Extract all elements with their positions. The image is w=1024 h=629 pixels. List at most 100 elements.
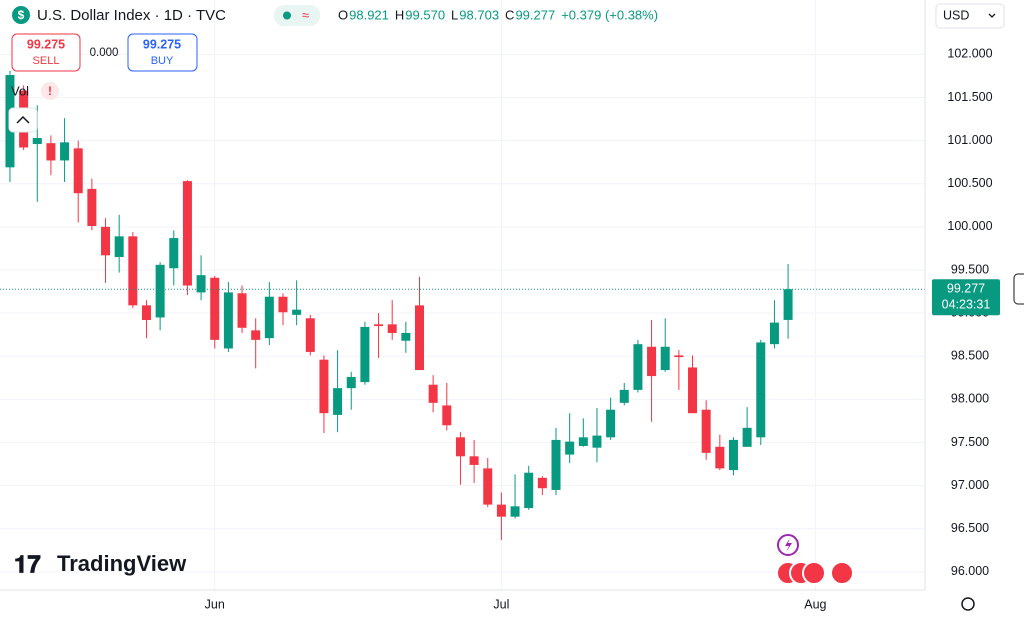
quote-value: 98.703 [459, 7, 499, 22]
candle-body [715, 446, 725, 469]
quote-key: C [505, 7, 514, 22]
countdown: 04:23:31 [942, 298, 991, 312]
symbol-icon[interactable] [12, 6, 30, 24]
candle-body [237, 293, 247, 328]
y-tick-label: 97.000 [951, 478, 989, 492]
sell-button[interactable] [11, 33, 81, 72]
candle-body [578, 437, 588, 446]
candle-body [756, 342, 766, 438]
candle-body [169, 238, 179, 269]
y-tick-label: 100.000 [947, 219, 992, 233]
candle-body [688, 367, 698, 414]
candle-body [182, 181, 192, 286]
symbol-icon-glyph: $ [18, 8, 25, 22]
candle-body [742, 427, 752, 447]
candle-body [769, 322, 779, 345]
candle-body [551, 439, 561, 490]
side-handle[interactable] [1013, 273, 1024, 305]
candle-body [524, 472, 534, 509]
candle-body [305, 318, 315, 352]
candle-body [674, 355, 684, 358]
y-tick-label: 97.500 [951, 435, 989, 449]
sell-price: 99.275 [27, 37, 65, 51]
y-tick-label: 98.000 [951, 392, 989, 406]
spread: 0.000 [90, 47, 119, 59]
y-tick-label: 101.500 [947, 90, 992, 104]
candle-body [428, 384, 438, 403]
candle-body [210, 277, 220, 340]
buy-button[interactable] [127, 33, 198, 72]
candle-body [606, 409, 616, 438]
currency: USD [943, 8, 969, 22]
logo-mark: 𝟏𝟕 [14, 551, 41, 578]
candle-body [46, 143, 56, 161]
collapse-icon [16, 115, 30, 124]
candle-body [141, 305, 151, 321]
candle-body [223, 292, 233, 349]
candle-body [155, 264, 165, 318]
candle-body [783, 289, 793, 320]
quote-key: L [451, 7, 458, 22]
quote-value: +0.379 (+0.38%) [561, 7, 658, 22]
candle-body [387, 324, 397, 333]
quote-value: 99.277 [515, 7, 555, 22]
candle-body [32, 138, 42, 145]
candle-body [360, 326, 370, 383]
event-glyph [785, 538, 792, 552]
buy-label: BUY [151, 55, 174, 67]
y-tick-label: 100.500 [947, 176, 992, 190]
candle-body [264, 296, 274, 339]
candle-body [469, 456, 479, 465]
currency-select[interactable] [935, 3, 1005, 29]
y-tick-label: 96.000 [951, 564, 989, 578]
settings-icon[interactable] [961, 597, 975, 611]
candle-body [114, 236, 124, 258]
status-icon: ≈ [302, 7, 309, 22]
economic-events[interactable] [776, 561, 854, 585]
candle-body [401, 332, 411, 341]
candle-body [292, 309, 302, 315]
candle-body [278, 296, 288, 313]
candle-body [701, 409, 711, 453]
logo[interactable]: TradingView [57, 551, 187, 576]
y-tick-label: 99.500 [951, 262, 989, 276]
price-tag-label: 99.277 [947, 282, 985, 296]
y-tick-label: 102.000 [947, 47, 992, 61]
candle-body [87, 188, 97, 226]
y-tick-label: 101.000 [947, 133, 992, 147]
candle-body [633, 344, 643, 390]
price-tag [932, 279, 1000, 316]
candle-body [565, 441, 575, 455]
candle-body [374, 324, 384, 327]
quote-key: H [395, 7, 404, 22]
candle-body [101, 226, 111, 256]
status-dot [283, 11, 291, 20]
candle-body [60, 142, 70, 161]
candle-body [73, 148, 83, 194]
sell-label: SELL [33, 55, 60, 67]
candle-body [496, 504, 506, 517]
candle-body [319, 359, 329, 414]
candle-body [728, 439, 738, 471]
x-tick-label: Jun [205, 597, 225, 611]
flag-icon [830, 561, 854, 585]
collapse-button[interactable] [8, 107, 38, 133]
volume-warning-icon[interactable] [41, 82, 59, 100]
candle-body [660, 346, 670, 371]
quote-value: 99.570 [405, 7, 445, 22]
y-tick-label: 96.500 [951, 521, 989, 535]
candle-body [333, 388, 343, 415]
candle-body [128, 236, 138, 306]
candle-body [592, 435, 602, 448]
volume-label[interactable]: Vol [11, 83, 29, 98]
status-pill[interactable] [274, 5, 320, 26]
candle-body [414, 305, 424, 371]
candle-body [196, 275, 206, 293]
candle-body [346, 376, 356, 389]
candle-body [510, 506, 520, 517]
chart-title[interactable]: U.S. Dollar Index · 1D · TVC [37, 7, 226, 24]
quote-key: O [338, 7, 348, 22]
dropdown-icon [988, 13, 996, 18]
x-tick-label: Jul [493, 597, 509, 611]
